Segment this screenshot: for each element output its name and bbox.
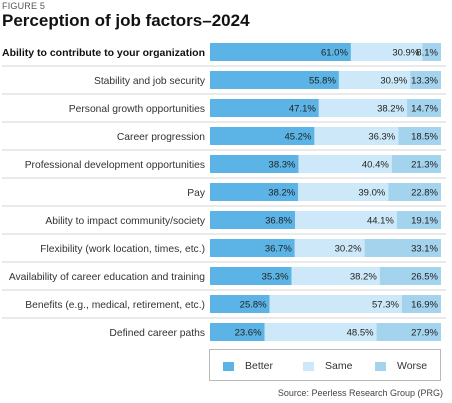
bar-better <box>210 71 339 89</box>
bar-worse <box>410 71 441 89</box>
data-label: 26.5% <box>411 272 438 283</box>
data-label: 33.1% <box>411 244 438 255</box>
data-label: 35.3% <box>262 272 289 283</box>
category-label: Stability and job security <box>94 76 206 87</box>
category-label: Career progression <box>117 132 205 143</box>
data-label: 14.7% <box>411 104 438 115</box>
data-label: 38.2% <box>350 272 377 283</box>
bar-same <box>294 239 365 257</box>
bar-same <box>269 295 402 313</box>
data-label: 45.2% <box>284 132 311 143</box>
data-label: 36.7% <box>265 244 292 255</box>
bar-better <box>210 43 351 61</box>
data-label: 22.8% <box>411 188 438 199</box>
data-label: 18.5% <box>411 132 438 143</box>
data-label: 16.9% <box>411 300 438 311</box>
legend: Better Same Worse <box>209 349 441 381</box>
category-label: Pay <box>187 188 206 199</box>
data-label: 19.1% <box>411 216 438 227</box>
category-label: Defined career paths <box>109 328 205 339</box>
data-label: 21.3% <box>411 160 438 171</box>
bar-better <box>210 127 315 145</box>
bar-same <box>350 43 423 61</box>
category-label: Benefits (e.g., medical, retirement, etc… <box>25 300 205 311</box>
legend-item-same: Same <box>303 360 352 372</box>
category-label: Ability to impact community/society <box>45 216 206 227</box>
data-label: 47.1% <box>289 104 316 115</box>
bar-worse <box>398 127 441 145</box>
source-note: Source: Peerless Research Group (PRG) <box>277 388 443 398</box>
bar-worse <box>422 43 441 61</box>
bar-same <box>298 155 392 173</box>
category-label: Professional development opportunities <box>25 160 205 171</box>
legend-swatch-better <box>223 361 234 371</box>
bar-worse <box>396 211 441 229</box>
legend-swatch-same <box>303 361 314 371</box>
bar-better <box>210 239 295 257</box>
data-label: 27.9% <box>411 328 438 339</box>
category-label: Availability of career education and tra… <box>9 272 205 283</box>
legend-label-worse: Worse <box>397 360 428 372</box>
bar-same <box>314 127 399 145</box>
bar-better <box>210 267 292 285</box>
bar-same <box>295 211 397 229</box>
data-label: 57.3% <box>372 300 399 311</box>
data-label: 30.9% <box>392 48 419 59</box>
data-label: 13.3% <box>411 76 438 87</box>
data-label: 25.8% <box>240 300 267 311</box>
category-label: Flexibility (work location, times, etc.) <box>40 244 205 255</box>
data-label: 38.2% <box>377 104 404 115</box>
legend-item-better: Better <box>223 360 273 372</box>
data-label: 40.4% <box>362 160 389 171</box>
category-label: Ability to contribute to your organizati… <box>2 47 205 59</box>
bar-same <box>264 323 377 341</box>
chart-title: Perception of job factors–2024 <box>2 11 250 30</box>
bar-better <box>210 295 270 313</box>
legend-label-same: Same <box>325 360 353 372</box>
data-label: 36.3% <box>368 132 395 143</box>
data-label: 44.1% <box>367 216 394 227</box>
bar-better <box>210 211 296 229</box>
data-label: 30.9% <box>380 76 407 87</box>
data-label: 38.2% <box>268 188 295 199</box>
data-label: 30.2% <box>335 244 362 255</box>
bar-same <box>291 267 380 285</box>
bar-same <box>338 71 411 89</box>
bar-same <box>318 99 408 117</box>
bar-better <box>210 183 299 201</box>
bar-worse <box>379 267 441 285</box>
bar-worse <box>401 295 441 313</box>
bar-same <box>298 183 389 201</box>
legend-label-better: Better <box>245 360 274 372</box>
stacked-bar-chart: Ability to contribute to your organizati… <box>2 43 446 341</box>
bar-worse <box>376 323 441 341</box>
bar-worse <box>391 155 441 173</box>
data-label: 8.1% <box>416 48 438 59</box>
legend-item-worse: Worse <box>375 360 427 372</box>
data-label: 38.3% <box>269 160 296 171</box>
bar-worse <box>407 99 441 117</box>
bar-worse <box>364 239 441 257</box>
data-label: 36.8% <box>265 216 292 227</box>
bar-better <box>210 99 319 117</box>
data-label: 61.0% <box>321 48 348 59</box>
bar-worse <box>388 183 441 201</box>
category-label: Personal growth opportunities <box>69 104 205 115</box>
legend-swatch-worse <box>375 361 386 371</box>
data-label: 39.0% <box>358 188 385 199</box>
bar-better <box>210 323 265 341</box>
data-label: 23.6% <box>235 328 262 339</box>
data-label: 48.5% <box>347 328 374 339</box>
figure-label: FIGURE 5 <box>2 1 46 11</box>
bar-better <box>210 155 299 173</box>
data-label: 55.8% <box>309 76 336 87</box>
